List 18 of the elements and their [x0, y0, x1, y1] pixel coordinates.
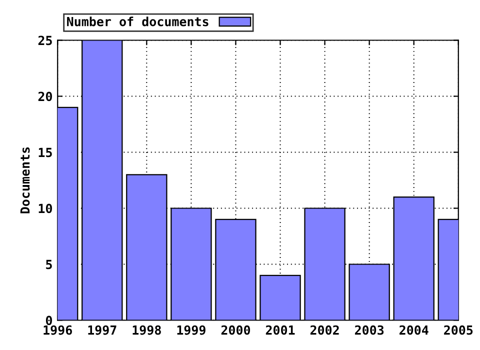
- x-tick-label: 2003: [354, 325, 384, 335]
- legend-label: Number of documents: [67, 16, 208, 26]
- x-tick-label: 1999: [177, 325, 206, 335]
- x-tick-label: 1998: [132, 325, 161, 335]
- y-tick-label: 5: [46, 260, 52, 270]
- x-tick-label: 2000: [221, 325, 250, 335]
- y-tick-label: 25: [38, 36, 52, 46]
- x-tick-label: 2004: [400, 325, 428, 335]
- x-tick-label: 2002: [310, 325, 339, 335]
- x-tick-label: 2001: [266, 325, 295, 335]
- x-tick-label: 1996: [44, 325, 72, 335]
- y-axis-title: Documents: [20, 147, 30, 214]
- y-tick-label: 15: [38, 148, 52, 158]
- y-tick-label: 20: [38, 92, 52, 102]
- x-tick-label: 1997: [88, 325, 116, 335]
- y-tick-label: 0: [46, 316, 52, 326]
- y-tick-label: 10: [38, 204, 52, 214]
- x-tick-label: 2005: [444, 325, 473, 335]
